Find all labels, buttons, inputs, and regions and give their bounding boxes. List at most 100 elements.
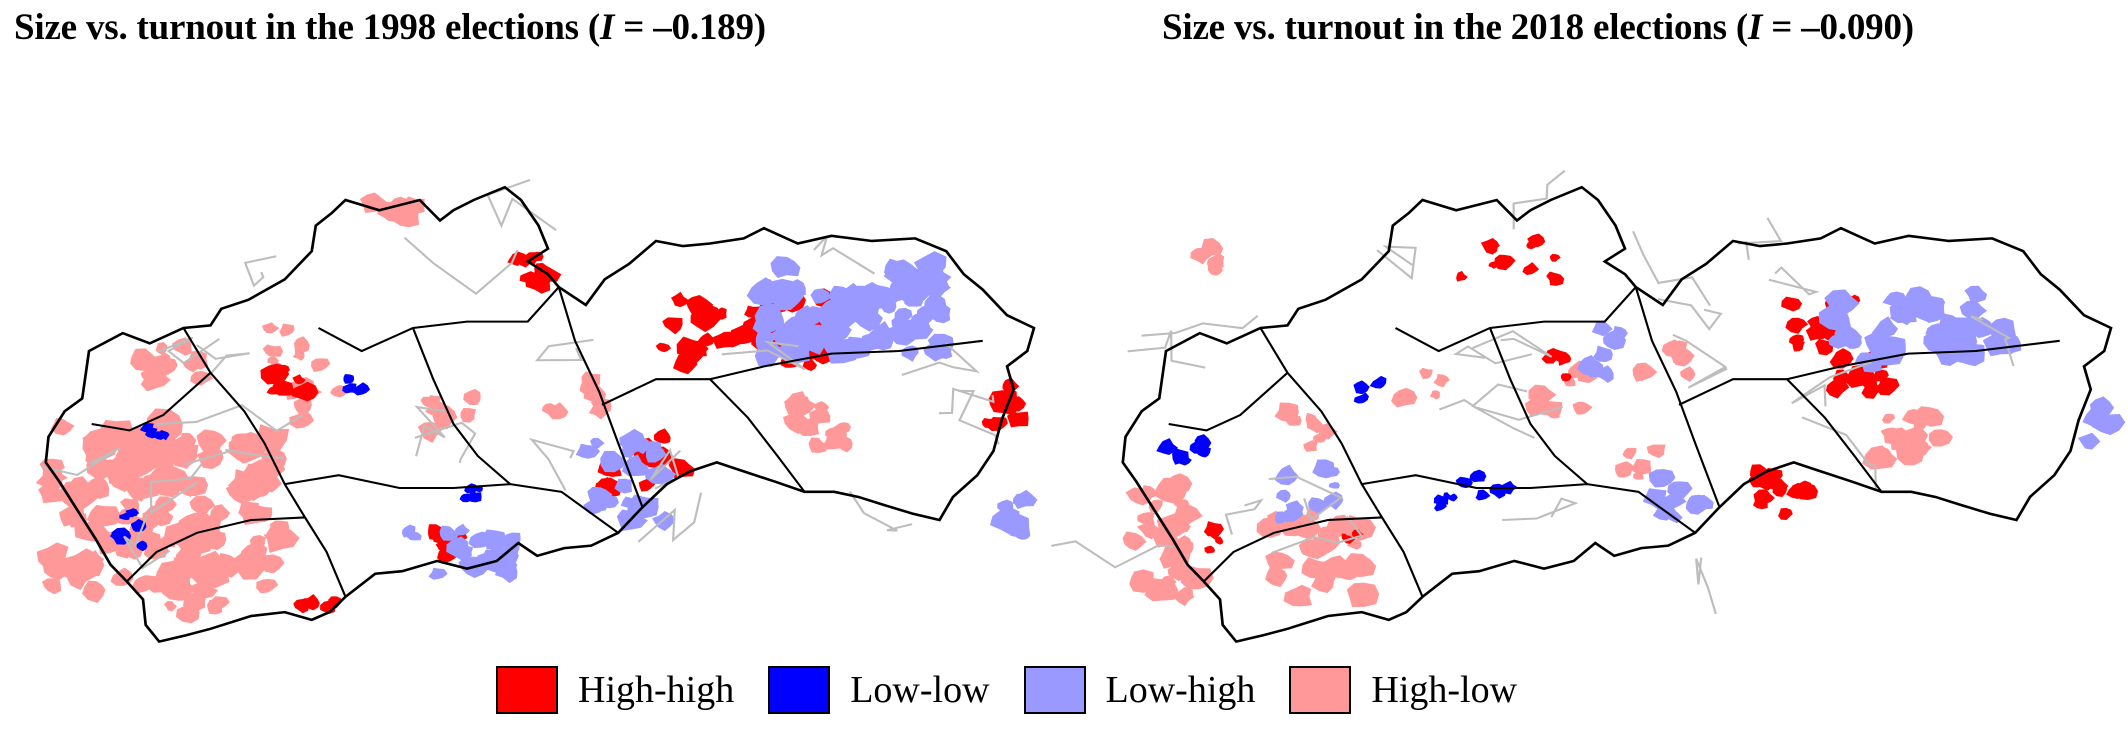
- cluster-HL: [38, 482, 63, 504]
- cluster-HL: [1667, 340, 1688, 357]
- cluster-LH: [851, 305, 883, 332]
- district-boundary: [403, 237, 519, 296]
- cluster-HL: [1144, 578, 1179, 602]
- cluster-HH: [690, 308, 721, 333]
- cluster-HL: [460, 408, 477, 423]
- cluster-LH: [644, 463, 677, 485]
- cluster-LH: [1592, 345, 1613, 363]
- cluster-LL: [474, 486, 483, 493]
- district-boundary: [1672, 333, 1728, 389]
- region-boundary: [709, 378, 806, 493]
- cluster-HH: [1549, 254, 1561, 262]
- cluster-LH: [1611, 325, 1628, 343]
- cluster-HL: [783, 413, 811, 435]
- cluster-HL: [1303, 440, 1318, 452]
- cluster-HL: [1913, 419, 1927, 432]
- map-body: [1051, 169, 2126, 644]
- cluster-LH: [821, 337, 858, 364]
- region-boundary: [1488, 327, 1588, 485]
- cluster-LH: [1667, 481, 1693, 502]
- region-boundary: [1361, 474, 1696, 534]
- district-boundary: [1127, 330, 1206, 369]
- cluster-LH: [1968, 324, 1985, 339]
- cluster-HL: [808, 437, 828, 454]
- cluster-HL: [548, 402, 569, 420]
- cluster-HL: [182, 591, 207, 611]
- region-boundary: [1394, 286, 1637, 353]
- cluster-LH: [614, 478, 632, 494]
- cluster-LH: [1274, 464, 1299, 486]
- district-boundary: [1271, 515, 1364, 554]
- district-boundary: [1453, 345, 1533, 365]
- cluster-HH: [1546, 271, 1565, 286]
- legend-label-high-low: High-low: [1371, 669, 1518, 711]
- cluster-HL: [1283, 584, 1313, 607]
- cluster-HL: [1210, 253, 1225, 266]
- cluster-HL: [1572, 401, 1593, 415]
- cluster-HH: [1829, 348, 1854, 369]
- region-boundary: [601, 339, 983, 406]
- cluster-LH: [454, 523, 470, 536]
- district-boundary: [1376, 245, 1417, 281]
- cluster-LH: [1964, 285, 1988, 303]
- district-boundary: [1141, 314, 1259, 337]
- map-title-2018: Size vs. turnout in the 2018 elections (…: [1162, 7, 1914, 48]
- cluster-LL: [353, 382, 371, 396]
- cluster-LL: [136, 540, 148, 552]
- district-boundary: [637, 492, 703, 543]
- cluster-LH: [930, 303, 951, 324]
- cluster-HH: [1560, 373, 1572, 382]
- district-boundary: [1051, 540, 1173, 569]
- district-boundary: [196, 344, 250, 383]
- legend-label-low-high: Low-high: [1105, 669, 1256, 711]
- district-boundary: [123, 514, 171, 570]
- district-boundary: [1502, 497, 1579, 522]
- cluster-HL: [137, 358, 156, 372]
- cluster-HL: [1346, 582, 1380, 608]
- legend-label-low-low: Low-low: [850, 669, 990, 711]
- cluster-HL: [196, 429, 227, 457]
- district-boundary: [1224, 498, 1264, 535]
- cluster-HL: [1265, 565, 1288, 588]
- cluster-HL: [255, 484, 270, 497]
- cluster-HH: [1792, 341, 1805, 352]
- cluster-HH: [435, 542, 448, 551]
- cluster-LH: [1012, 493, 1029, 507]
- cluster-HL: [1528, 384, 1557, 406]
- district-boundary: [813, 235, 876, 275]
- district-boundary: [156, 336, 220, 365]
- cluster-HH: [1215, 536, 1223, 545]
- cluster-LH: [575, 443, 601, 459]
- cluster-HL: [828, 423, 847, 439]
- cluster-LH: [810, 288, 832, 304]
- cluster-LH: [1274, 511, 1288, 524]
- legend: High-high Low-low Low-high High-low: [496, 660, 1551, 720]
- region-boundary: [1203, 516, 1383, 583]
- district-boundary: [149, 463, 203, 515]
- region-boundary: [182, 327, 347, 598]
- cluster-LL: [1360, 392, 1370, 402]
- region-boundary: [411, 327, 511, 485]
- cluster-HL: [1125, 487, 1154, 506]
- cluster-LH: [2089, 396, 2115, 418]
- cluster-LL: [145, 427, 158, 439]
- cluster-HL: [1418, 367, 1433, 380]
- cluster-LH: [459, 545, 474, 559]
- cluster-LL: [1176, 454, 1192, 466]
- cluster-LL: [1433, 501, 1447, 512]
- cluster-HL: [256, 579, 279, 594]
- cluster-LL: [1443, 492, 1452, 500]
- cluster-LH: [760, 278, 779, 295]
- cluster-LH: [1276, 489, 1291, 503]
- cluster-HH: [662, 317, 683, 335]
- cluster-LH: [770, 256, 801, 278]
- cluster-HL: [1928, 429, 1954, 447]
- cluster-HL: [1862, 445, 1898, 470]
- cluster-HH: [1204, 545, 1215, 554]
- cluster-HL: [168, 589, 182, 600]
- cluster-LH: [886, 285, 908, 302]
- cluster-HL: [157, 357, 178, 375]
- cluster-HL: [1630, 458, 1652, 475]
- cluster-HL: [106, 467, 127, 484]
- district-boundary: [1695, 557, 1717, 615]
